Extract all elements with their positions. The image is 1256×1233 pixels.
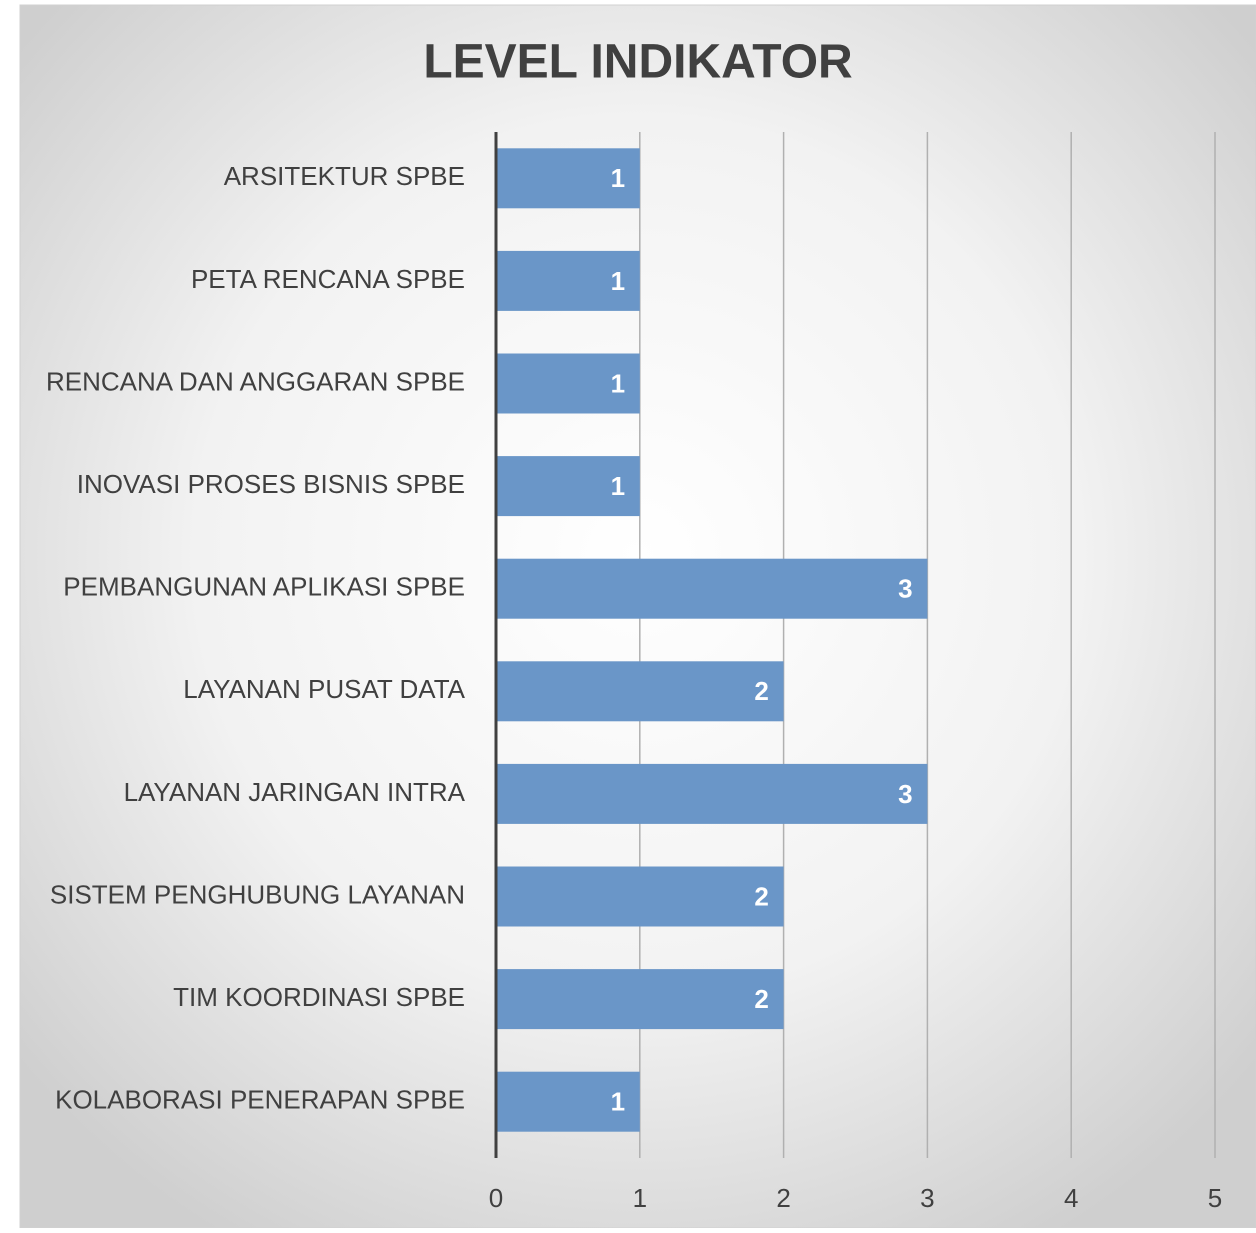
x-tick-label: 4 (1064, 1183, 1078, 1213)
bar (496, 763, 928, 824)
bar (496, 866, 784, 927)
data-label: 1 (611, 368, 625, 398)
bar (496, 661, 784, 722)
data-label: 1 (611, 266, 625, 296)
data-label: 2 (754, 881, 768, 911)
x-tick-label: 0 (489, 1183, 503, 1213)
data-label: 1 (611, 1087, 625, 1117)
y-tick-label: INOVASI PROSES BISNIS SPBE (77, 469, 465, 499)
data-label: 2 (754, 984, 768, 1014)
y-tick-label: LAYANAN PUSAT DATA (183, 674, 465, 704)
y-tick-label: RENCANA DAN ANGGARAN SPBE (46, 366, 465, 396)
x-tick-label: 1 (633, 1183, 647, 1213)
data-label: 2 (754, 676, 768, 706)
y-tick-label: PETA RENCANA SPBE (191, 264, 465, 294)
bar (496, 250, 640, 311)
chart-title: LEVEL INDIKATOR (423, 36, 852, 89)
bar (496, 353, 640, 414)
data-label: 3 (898, 779, 912, 809)
y-tick-label: SISTEM PENGHUBUNG LAYANAN (50, 879, 465, 909)
x-tick-label: 5 (1208, 1183, 1222, 1213)
bar (496, 456, 640, 517)
data-label: 1 (611, 471, 625, 501)
bar (496, 148, 640, 209)
x-tick-label: 2 (776, 1183, 790, 1213)
data-label: 3 (898, 574, 912, 604)
bar (496, 969, 784, 1030)
y-tick-label: PEMBANGUNAN APLIKASI SPBE (63, 572, 465, 602)
y-tick-label: LAYANAN JARINGAN INTRA (124, 777, 466, 807)
y-tick-label: KOLABORASI PENERAPAN SPBE (55, 1085, 465, 1115)
data-label: 1 (611, 163, 625, 193)
x-tick-label: 3 (920, 1183, 934, 1213)
y-tick-label: ARSITEKTUR SPBE (224, 161, 465, 191)
bar (496, 558, 928, 619)
bar (496, 1071, 640, 1132)
y-tick-label: TIM KOORDINASI SPBE (173, 982, 465, 1012)
